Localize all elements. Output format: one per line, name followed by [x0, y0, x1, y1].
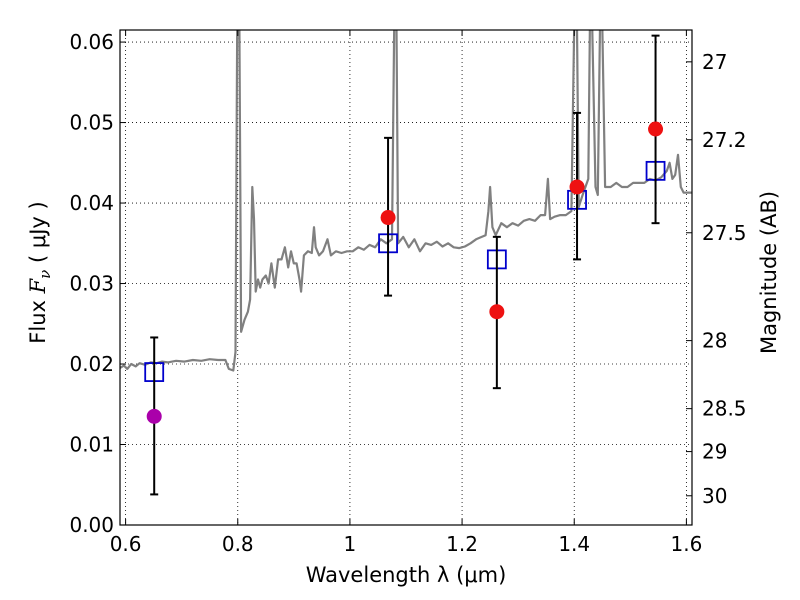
right-tick-label: 27.5: [702, 221, 747, 245]
observed-point-series: [146, 121, 664, 424]
observed-point: [489, 304, 505, 320]
x-axis-label: Wavelength λ (μm): [306, 563, 507, 587]
y-tick-label: 0.02: [69, 352, 114, 376]
errorbar-series: [150, 34, 660, 496]
axis-ticks: [120, 30, 692, 526]
right-tick-label: 27: [702, 50, 727, 74]
y-tick-label: 0.04: [69, 191, 114, 215]
y-axis-label-right: Magnitude (AB): [757, 191, 781, 354]
right-tick-label: 27.2: [702, 128, 747, 152]
observed-point-low-significance: [146, 408, 162, 424]
observed-point: [380, 210, 396, 226]
y-tick-label: 0.05: [69, 111, 114, 135]
x-tick-label: 1: [344, 532, 357, 556]
right-tick-label: 30: [702, 484, 727, 508]
x-tick-label: 1.6: [670, 532, 702, 556]
observed-point: [648, 121, 664, 137]
y-tick-label: 0.00: [69, 513, 114, 537]
model-square-series: [144, 160, 666, 382]
y-tick-label: 0.03: [69, 272, 114, 296]
plot-frame: [119, 29, 693, 526]
y-axis-label-left: Flux Fν ( μJy ): [26, 201, 54, 343]
y-tick-label: 0.01: [69, 433, 114, 457]
right-tick-label: 28: [702, 329, 727, 353]
right-tick-labels: 27 27.2 27.5 28 28.5 29 30: [702, 50, 747, 508]
spectrum-line: [120, 30, 692, 372]
y-tick-label: 0.06: [69, 30, 114, 54]
x-tick-label: 1.4: [558, 532, 590, 556]
right-tick-label: 28.5: [702, 397, 747, 421]
gridlines: [120, 30, 692, 526]
x-tick-label: 0.8: [222, 532, 254, 556]
right-tick-label: 29: [702, 440, 727, 464]
spectrum-series: [120, 30, 692, 372]
observed-point: [569, 179, 585, 195]
x-tick-labels: 0.6 0.8 1 1.2 1.4 1.6: [110, 532, 703, 556]
y-tick-labels: 0.00 0.01 0.02 0.03 0.04 0.05 0.06: [69, 30, 114, 537]
x-tick-label: 1.2: [446, 532, 478, 556]
x-tick-label: 0.6: [110, 532, 142, 556]
